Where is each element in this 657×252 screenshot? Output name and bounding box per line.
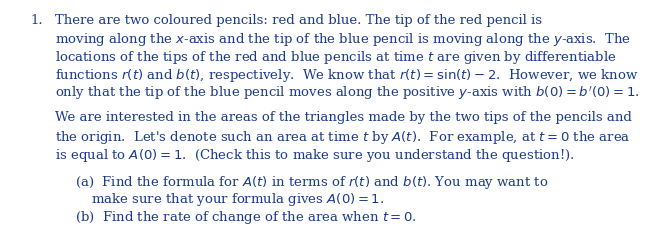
Text: 1.: 1. [30,14,43,27]
Text: make sure that your formula gives $A(0) = 1$.: make sure that your formula gives $A(0) … [91,191,384,208]
Text: (a)  Find the formula for $A(t)$ in terms of $r(t)$ and $b(t)$. You may want to: (a) Find the formula for $A(t)$ in terms… [75,173,549,190]
Text: only that the tip of the blue pencil moves along the positive $y$-axis with $b(0: only that the tip of the blue pencil mov… [55,84,640,101]
Text: locations of the tips of the red and blue pencils at time $t$ are given by diffe: locations of the tips of the red and blu… [55,49,616,66]
Text: We are interested in the areas of the triangles made by the two tips of the penc: We are interested in the areas of the tr… [55,111,632,124]
Text: is equal to $A(0) = 1$.  (Check this to make sure you understand the question!).: is equal to $A(0) = 1$. (Check this to m… [55,146,575,163]
Text: functions $r(t)$ and $b(t)$, respectively.  We know that $r(t) = \sin(t)-2$.  Ho: functions $r(t)$ and $b(t)$, respectivel… [55,66,638,83]
Text: There are two coloured pencils: red and blue. The tip of the red pencil is: There are two coloured pencils: red and … [55,14,542,27]
Text: the origin.  Let's denote such an area at time $t$ by $A(t)$.  For example, at $: the origin. Let's denote such an area at… [55,129,631,145]
Text: (b)  Find the rate of change of the area when $t = 0$.: (b) Find the rate of change of the area … [75,208,417,225]
Text: moving along the $x$-axis and the tip of the blue pencil is moving along the $y$: moving along the $x$-axis and the tip of… [55,32,631,48]
